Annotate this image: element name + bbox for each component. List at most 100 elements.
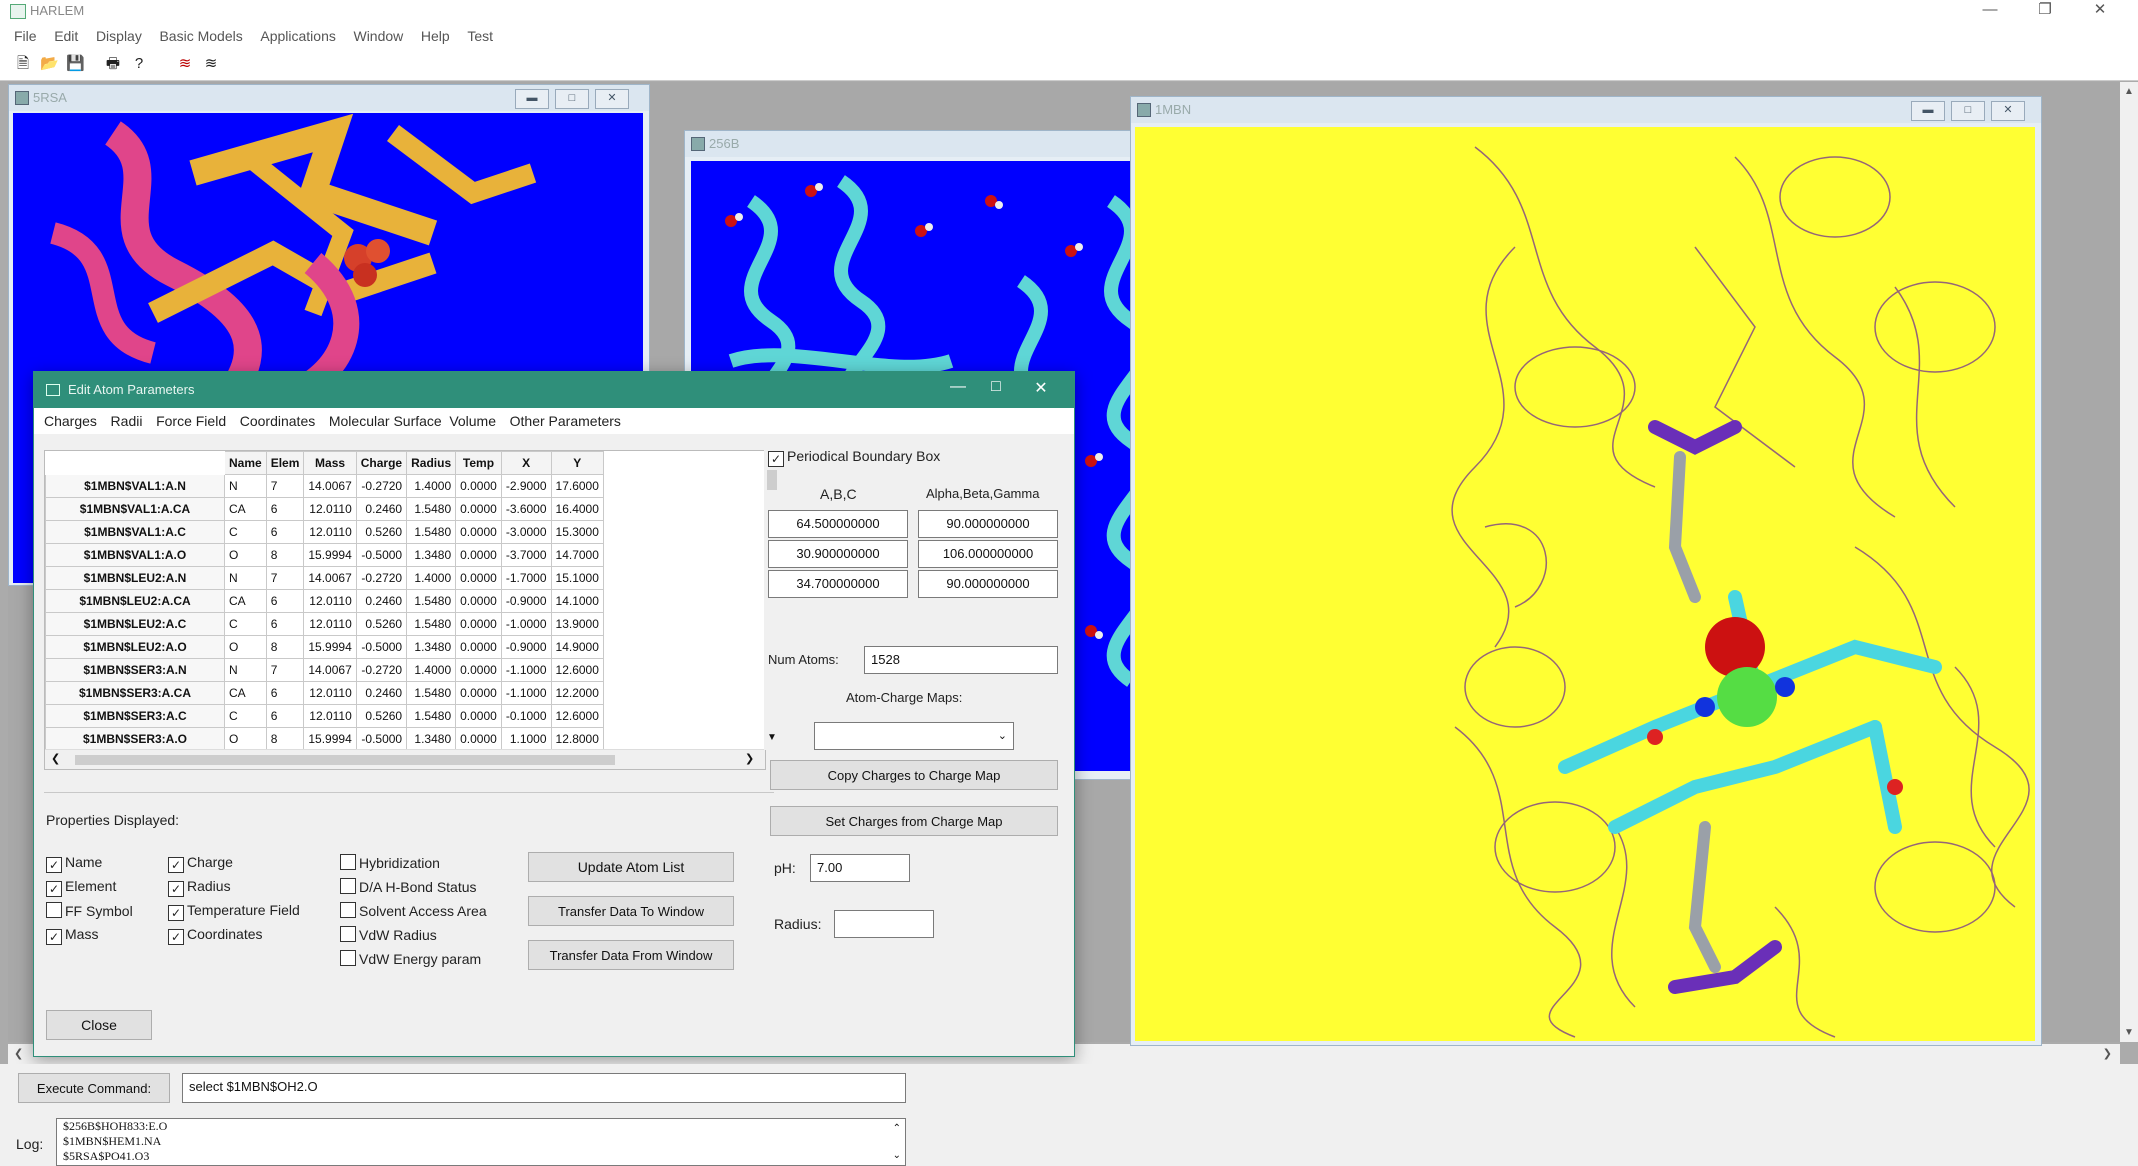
property-checkbox[interactable]: VdW Radius: [340, 926, 437, 943]
table-cell[interactable]: 1.5480: [406, 704, 457, 728]
table-cell[interactable]: -0.9000: [500, 635, 552, 659]
scroll-down-icon[interactable]: ⌄: [892, 1150, 901, 1161]
table-row[interactable]: $1MBN$LEU2:A.N N 7 14.0067 -0.2720 1.4000 0.00…: [45, 566, 604, 590]
table-cell[interactable]: 0.0000: [455, 497, 502, 521]
property-checkbox[interactable]: Solvent Access Area: [340, 902, 487, 919]
table-cell[interactable]: 0.0000: [455, 566, 502, 590]
restore-icon[interactable]: ❐: [2038, 1, 2052, 18]
menu-charges[interactable]: Charges: [44, 413, 97, 429]
property-checkbox[interactable]: ✓ Mass: [46, 926, 98, 945]
transfer-data-from-window-button[interactable]: Transfer Data From Window: [528, 940, 734, 970]
property-checkbox[interactable]: ✓ Name: [46, 854, 102, 873]
table-cell[interactable]: N: [224, 658, 267, 682]
table-cell[interactable]: CA: [224, 497, 267, 521]
table-cell[interactable]: 0.0000: [455, 681, 502, 705]
property-checkbox[interactable]: Hybridization: [340, 854, 440, 871]
table-cell[interactable]: 1.5480: [406, 612, 457, 636]
scroll-thumb[interactable]: [75, 755, 615, 765]
close-icon[interactable]: ✕: [595, 89, 629, 109]
close-icon[interactable]: ✕: [1034, 380, 1048, 397]
table-cell[interactable]: 14.0067: [303, 658, 357, 682]
table-cell[interactable]: 12.0110: [303, 589, 357, 613]
table-row[interactable]: $1MBN$VAL1:A.CA CA 6 12.0110 0.2460 1.5480 0.0…: [45, 497, 604, 521]
set-charges-button[interactable]: Set Charges from Charge Map: [770, 806, 1058, 836]
scroll-up-icon[interactable]: ⌃: [892, 1123, 901, 1134]
help-icon[interactable]: ?: [134, 55, 144, 72]
table-cell[interactable]: 16.4000: [550, 497, 604, 521]
menu-display[interactable]: Display: [95, 28, 142, 44]
box-gamma-field[interactable]: 90.000000000: [918, 570, 1058, 598]
log-output[interactable]: $256B$HOH833:E.O $1MBN$HEM1.NA $5RSA$PO4…: [56, 1118, 906, 1166]
menu-window[interactable]: Window: [353, 28, 404, 44]
table-cell[interactable]: 12.8000: [550, 727, 604, 751]
table-cell[interactable]: 7: [265, 658, 305, 682]
table-cell[interactable]: CA: [224, 681, 267, 705]
table-cell[interactable]: 0.2460: [355, 497, 408, 521]
grid-vertical-scrollbar[interactable]: ▲ ▼: [764, 450, 780, 750]
copy-charges-button[interactable]: Copy Charges to Charge Map: [770, 760, 1058, 790]
table-cell[interactable]: 6: [265, 520, 305, 544]
table-cell[interactable]: 0.0000: [455, 635, 502, 659]
table-cell[interactable]: -0.1000: [500, 704, 552, 728]
column-header[interactable]: Mass: [303, 451, 357, 475]
property-checkbox[interactable]: ✓ Element: [46, 878, 116, 897]
table-cell[interactable]: 6: [265, 589, 305, 613]
minimize-icon[interactable]: —: [950, 378, 966, 395]
row-header[interactable]: $1MBN$VAL1:A.N: [45, 474, 225, 498]
table-cell[interactable]: -0.2720: [355, 566, 408, 590]
table-cell[interactable]: 1.4000: [406, 658, 457, 682]
column-header[interactable]: Radius: [406, 451, 457, 475]
periodical-boundary-checkbox[interactable]: ✓ Periodical Boundary Box: [768, 448, 940, 467]
table-cell[interactable]: 13.9000: [550, 612, 604, 636]
row-header[interactable]: $1MBN$VAL1:A.CA: [45, 497, 225, 521]
table-cell[interactable]: 1.5480: [406, 589, 457, 613]
scroll-thumb[interactable]: [767, 470, 777, 490]
table-cell[interactable]: 0.5260: [355, 520, 408, 544]
table-cell[interactable]: 14.0067: [303, 566, 357, 590]
table-cell[interactable]: 15.3000: [550, 520, 604, 544]
table-cell[interactable]: -0.5000: [355, 543, 408, 567]
menu-file[interactable]: File: [14, 28, 37, 44]
table-cell[interactable]: CA: [224, 589, 267, 613]
table-cell[interactable]: 1.3480: [406, 543, 457, 567]
maximize-icon[interactable]: □: [555, 89, 589, 109]
close-button[interactable]: Close: [46, 1010, 152, 1040]
table-cell[interactable]: 1.5480: [406, 681, 457, 705]
table-row[interactable]: $1MBN$SER3:A.CA CA 6 12.0110 0.2460 1.5480 0.0…: [45, 681, 604, 705]
table-cell[interactable]: 12.0110: [303, 520, 357, 544]
table-cell[interactable]: -1.0000: [500, 612, 552, 636]
table-cell[interactable]: 15.9994: [303, 543, 357, 567]
minimize-icon[interactable]: —: [1982, 1, 1998, 18]
update-atom-list-button[interactable]: Update Atom List: [528, 852, 734, 882]
molecule-icon[interactable]: ≋: [178, 55, 192, 72]
table-cell[interactable]: C: [224, 704, 267, 728]
table-cell[interactable]: 1.5480: [406, 520, 457, 544]
table-cell[interactable]: 12.0110: [303, 681, 357, 705]
table-cell[interactable]: C: [224, 612, 267, 636]
menu-applications[interactable]: Applications: [260, 28, 336, 44]
box-alpha-field[interactable]: 90.000000000: [918, 510, 1058, 538]
property-checkbox[interactable]: ✓ Coordinates: [168, 926, 263, 945]
table-cell[interactable]: 0.5260: [355, 704, 408, 728]
menu-volume[interactable]: Volume: [449, 413, 497, 429]
table-cell[interactable]: 6: [265, 681, 305, 705]
row-header[interactable]: $1MBN$SER3:A.N: [45, 658, 225, 682]
row-header[interactable]: $1MBN$LEU2:A.C: [45, 612, 225, 636]
scroll-right-icon[interactable]: ❯: [745, 753, 755, 765]
table-cell[interactable]: -0.5000: [355, 727, 408, 751]
table-cell[interactable]: 6: [265, 612, 305, 636]
table-cell[interactable]: 15.9994: [303, 727, 357, 751]
table-cell[interactable]: 1.4000: [406, 566, 457, 590]
table-cell[interactable]: -3.6000: [500, 497, 552, 521]
table-row[interactable]: $1MBN$LEU2:A.O O 8 15.9994 -0.5000 1.3480 0.00…: [45, 635, 604, 659]
column-header[interactable]: Y: [550, 451, 604, 475]
table-cell[interactable]: 0.0000: [455, 658, 502, 682]
scroll-down-icon[interactable]: ▼: [2124, 1027, 2134, 1038]
column-header[interactable]: Elem: [265, 451, 305, 475]
table-cell[interactable]: 12.2000: [550, 681, 604, 705]
menu-basic-models[interactable]: Basic Models: [159, 28, 243, 44]
row-header[interactable]: $1MBN$SER3:A.O: [45, 727, 225, 751]
table-cell[interactable]: 12.0110: [303, 612, 357, 636]
transfer-data-to-window-button[interactable]: Transfer Data To Window: [528, 896, 734, 926]
table-cell[interactable]: 0.2460: [355, 681, 408, 705]
